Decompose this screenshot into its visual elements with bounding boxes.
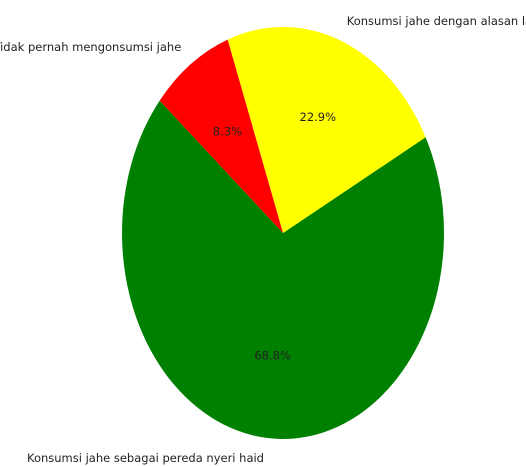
pie-slice: [122, 100, 444, 439]
pie-slice: [227, 27, 426, 233]
slice-label: Konsumsi jahe sebagai pereda nyeri haid: [27, 451, 264, 465]
pie-slice: [159, 39, 283, 234]
slice-label: Konsumsi jahe dengan alasan lain: [347, 14, 526, 28]
percent-label: 22.9%: [300, 110, 337, 124]
percent-label: 68.8%: [254, 348, 291, 362]
slice-label: Tidak pernah mengonsumsi jahe: [0, 40, 181, 54]
percent-label: 8.3%: [213, 124, 242, 138]
